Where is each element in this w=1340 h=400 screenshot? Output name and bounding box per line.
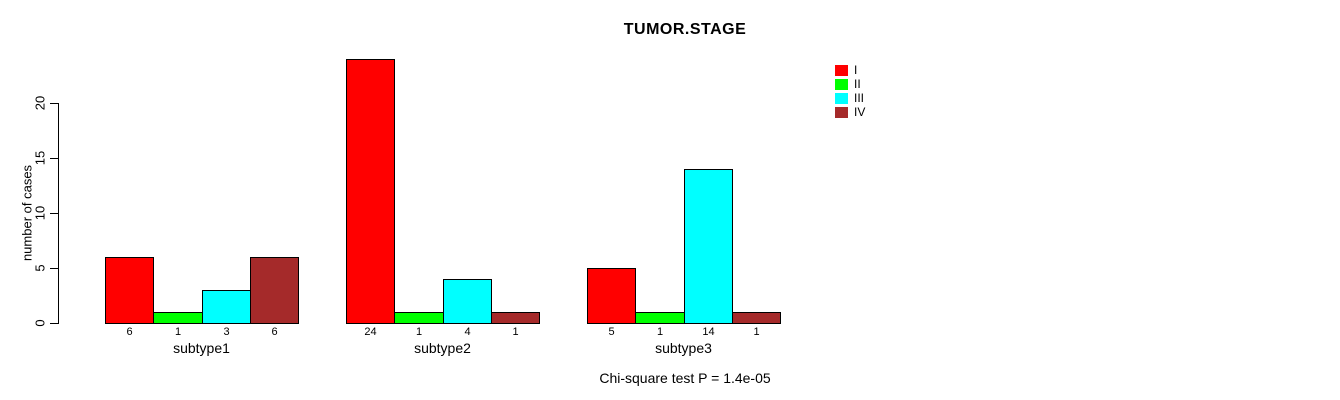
chart-title: TUMOR.STAGE — [623, 21, 747, 38]
bar-subtype3-stage-I — [587, 268, 636, 324]
bar-subtype2-stage-IV — [491, 312, 540, 324]
y-tick-label: 10 — [32, 205, 48, 221]
legend: I II III IV — [835, 63, 865, 119]
y-tick-mark — [50, 268, 58, 269]
bar-value-label: 1 — [415, 326, 423, 338]
legend-swatch-III — [835, 92, 848, 104]
bar-subtype1-stage-I — [105, 257, 154, 324]
bar-value-label: 5 — [608, 326, 615, 338]
bar-value-label: 3 — [223, 326, 230, 338]
bar-value-label: 1 — [512, 326, 519, 338]
bar-value-label: 24 — [364, 326, 377, 338]
y-tick-label: 0 — [32, 319, 48, 327]
bar-subtype2-stage-III — [443, 279, 492, 324]
legend-item-II: II — [835, 77, 865, 91]
bar-value-label: 14 — [702, 326, 715, 338]
legend-swatch-IV — [835, 106, 848, 118]
group-label-subtype2: subtype2 — [414, 340, 471, 356]
bar-subtype2-stage-II — [394, 312, 444, 324]
bar-value-label: 4 — [464, 326, 471, 338]
bar-subtype2-stage-I — [346, 59, 395, 324]
bar-subtype1-stage-IV — [250, 257, 299, 324]
y-tick-mark — [50, 103, 58, 104]
y-tick-label: 15 — [32, 150, 48, 166]
bar-subtype1-stage-II — [153, 312, 203, 324]
legend-label: I — [854, 63, 858, 77]
bar-subtype3-stage-II — [635, 312, 685, 324]
legend-label: III — [854, 91, 865, 105]
y-axis-line — [58, 103, 59, 324]
y-tick-label: 20 — [32, 95, 48, 111]
y-tick-mark — [50, 213, 58, 214]
bar-value-label: 1 — [656, 326, 664, 338]
chi-square-footnote: Chi-square test P = 1.4e-05 — [599, 370, 771, 386]
y-tick-mark — [50, 158, 58, 159]
group-label-subtype3: subtype3 — [655, 340, 712, 356]
legend-label: II — [854, 77, 861, 91]
legend-item-III: III — [835, 91, 865, 105]
bar-value-label: 1 — [753, 326, 760, 338]
legend-swatch-I — [835, 64, 848, 76]
legend-item-IV: IV — [835, 105, 865, 119]
legend-item-I: I — [835, 63, 865, 77]
bar-subtype1-stage-III — [202, 290, 251, 324]
y-tick-mark — [50, 323, 58, 324]
bar-subtype3-stage-III — [684, 169, 733, 324]
bar-value-label: 1 — [174, 326, 182, 338]
bar-value-label: 6 — [271, 326, 278, 338]
bar-subtype3-stage-IV — [732, 312, 781, 324]
legend-label: IV — [854, 105, 866, 119]
bar-value-label: 6 — [126, 326, 133, 338]
legend-swatch-II — [835, 78, 848, 90]
group-label-subtype1: subtype1 — [173, 340, 230, 356]
y-tick-label: 5 — [32, 264, 48, 272]
